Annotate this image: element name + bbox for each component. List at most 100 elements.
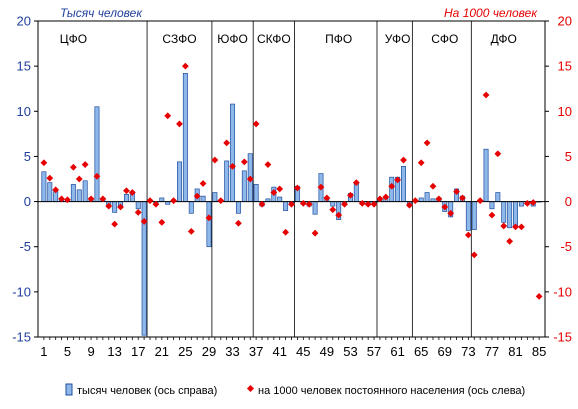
- marker: [341, 200, 348, 208]
- right-tick-label: -10: [553, 284, 572, 299]
- marker: [64, 196, 71, 204]
- marker: [140, 218, 148, 225]
- bar: [283, 201, 289, 211]
- marker: [447, 209, 455, 217]
- marker: [223, 139, 231, 147]
- right-tick-label: 10: [558, 104, 572, 119]
- marker: [211, 156, 219, 164]
- region-label: ЮФО: [217, 32, 248, 46]
- marker: [488, 211, 496, 219]
- bar: [330, 201, 336, 207]
- marker: [170, 197, 177, 205]
- marker: [217, 197, 225, 205]
- bar: [200, 195, 206, 202]
- marker: [423, 139, 431, 147]
- marker: [364, 200, 372, 208]
- region-label: ДФО: [491, 32, 517, 46]
- x-tick-label: 49: [320, 344, 334, 359]
- marker: [429, 182, 437, 190]
- marker: [123, 187, 130, 195]
- x-tick-label: 41: [272, 344, 286, 359]
- x-tick-label: 25: [178, 344, 192, 359]
- marker: [512, 223, 519, 231]
- marker: [470, 251, 478, 259]
- marker: [335, 211, 343, 219]
- marker: [229, 162, 236, 170]
- marker-series: [40, 62, 543, 300]
- bar: [401, 166, 406, 202]
- marker: [370, 200, 378, 208]
- bar: [418, 197, 424, 202]
- bar: [159, 197, 165, 202]
- marker: [282, 228, 290, 236]
- left-tick-label: 0: [24, 194, 31, 209]
- left-axis-ticks: -15 -10 -5 0 5 10 15 20: [12, 14, 38, 345]
- marker: [523, 199, 531, 207]
- bar: [224, 160, 230, 202]
- bar: [483, 148, 489, 202]
- x-tick-label: 53: [343, 344, 357, 359]
- bar: [471, 201, 477, 230]
- bar: [76, 189, 82, 202]
- marker: [358, 199, 366, 207]
- marker: [40, 159, 48, 167]
- bar: [70, 184, 76, 202]
- marker: [288, 200, 295, 208]
- marker: [246, 175, 254, 183]
- bar: [82, 180, 88, 202]
- right-tick-label: 0: [565, 194, 572, 209]
- marker: [388, 182, 396, 190]
- region-label: СФО: [431, 32, 458, 46]
- region-label: СЗФО: [162, 32, 196, 46]
- marker: [105, 202, 113, 210]
- marker: [529, 199, 537, 206]
- bar: [518, 201, 524, 207]
- bar: [501, 201, 507, 223]
- right-axis-title: На 1000 человек: [444, 6, 538, 20]
- left-tick-label: -15: [12, 330, 31, 345]
- bar: [47, 182, 53, 202]
- x-tick-label: 5: [64, 344, 71, 359]
- legend-bar-swatch: [65, 383, 73, 396]
- marker: [58, 195, 65, 203]
- marker: [158, 218, 166, 226]
- bar: [212, 192, 218, 202]
- legend-marker-label: на 1000 человек постоянного населения (о…: [258, 385, 525, 397]
- marker: [146, 197, 154, 205]
- marker: [476, 197, 484, 205]
- bar: [94, 106, 100, 202]
- x-tick-label: 69: [438, 344, 452, 359]
- marker: [52, 186, 60, 194]
- marker: [352, 179, 360, 187]
- marker: [500, 222, 508, 230]
- marker: [506, 237, 514, 245]
- bar: [277, 196, 283, 202]
- marker: [382, 193, 390, 201]
- bar: [424, 192, 430, 202]
- bar: [182, 73, 188, 202]
- right-tick-label: 5: [565, 149, 572, 164]
- marker: [453, 188, 460, 196]
- right-tick-label: 20: [558, 14, 572, 29]
- bar: [489, 201, 495, 210]
- marker: [394, 176, 402, 184]
- right-axis-ticks: -15 -10 -5 0 5 10 15 20: [545, 14, 572, 345]
- legend-marker-swatch: [246, 384, 255, 393]
- right-tick-label: -5: [560, 239, 572, 254]
- marker: [111, 220, 119, 228]
- left-tick-label: -10: [12, 284, 31, 299]
- left-tick-label: 10: [17, 104, 31, 119]
- marker: [128, 189, 136, 196]
- bar: [235, 201, 241, 214]
- marker: [494, 150, 502, 158]
- x-axis-ticks: 1 5 9 13 17 21 25 29 33 37 41 45 49 53 57 61 65 69 73 77 81 8…: [40, 337, 546, 359]
- marker: [464, 231, 472, 239]
- bar: [507, 201, 513, 229]
- marker: [258, 200, 266, 208]
- bar: [123, 193, 129, 202]
- bar: [253, 184, 259, 202]
- marker: [75, 175, 83, 183]
- marker: [152, 200, 160, 208]
- marker: [299, 199, 307, 207]
- marker: [276, 185, 284, 193]
